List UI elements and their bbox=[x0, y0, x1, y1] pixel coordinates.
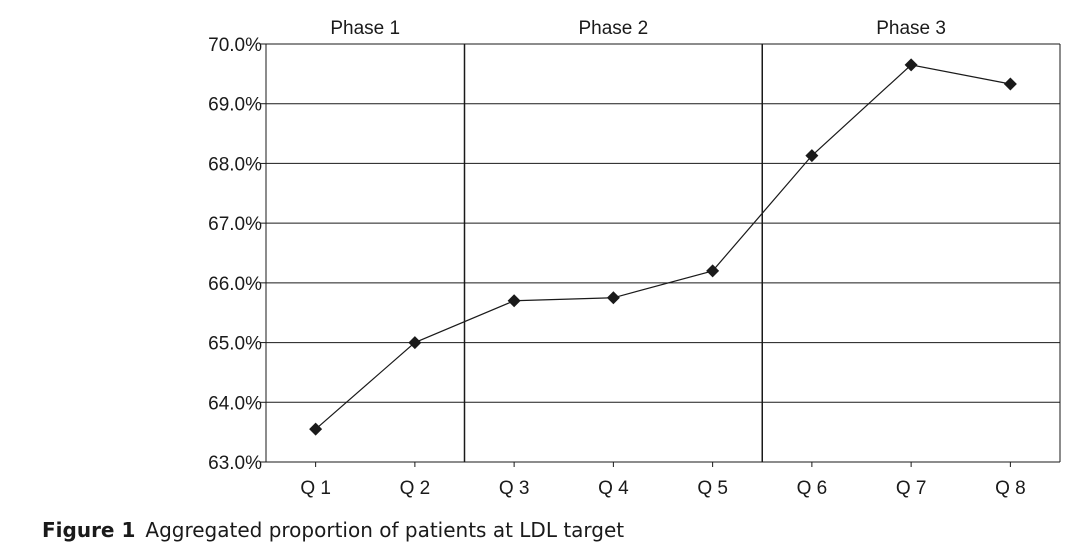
data-point-marker bbox=[606, 291, 620, 305]
x-tick-label: Q 7 bbox=[896, 478, 927, 499]
y-tick-label: 64.0% bbox=[208, 393, 262, 414]
x-tick-label: Q 4 bbox=[598, 478, 629, 499]
y-tick-label: 68.0% bbox=[208, 154, 262, 175]
data-point-marker bbox=[507, 294, 521, 308]
data-point-marker bbox=[309, 422, 323, 436]
figure-label: Figure 1 bbox=[42, 518, 136, 542]
x-tick-label: Q 1 bbox=[300, 478, 331, 499]
x-tick-label: Q 8 bbox=[995, 478, 1026, 499]
line-chart: Phase 1 Phase 2 Phase 3 63.0% 64.0% 65.0% 66.… bbox=[208, 18, 1061, 499]
data-point-marker bbox=[408, 336, 422, 350]
data-point-marker bbox=[904, 58, 918, 72]
data-point-marker bbox=[805, 149, 819, 163]
phase-label: Phase 3 bbox=[876, 18, 946, 39]
phase-dividers: Phase 1 Phase 2 Phase 3 bbox=[330, 18, 946, 462]
x-axis-labels: Q 1 Q 2 Q 3 Q 4 Q 5 Q 6 Q 7 Q 8 bbox=[300, 462, 1026, 499]
gridlines bbox=[266, 43, 1060, 463]
y-tick-label: 65.0% bbox=[208, 334, 262, 355]
y-tick-label: 70.0% bbox=[208, 35, 262, 56]
x-tick-label: Q 5 bbox=[697, 478, 728, 499]
x-tick-label: Q 2 bbox=[400, 478, 431, 499]
y-tick-label: 63.0% bbox=[208, 453, 262, 474]
y-tick-label: 69.0% bbox=[208, 95, 262, 116]
series-polyline bbox=[315, 64, 1011, 430]
series-line bbox=[315, 64, 1011, 430]
y-axis: 63.0% 64.0% 65.0% 66.0% 67.0% 68.0% 69.0% 70.0% bbox=[208, 35, 1061, 474]
figure-caption: Figure 1 Aggregated proportion of patient… bbox=[42, 518, 624, 542]
x-tick-label: Q 3 bbox=[499, 478, 530, 499]
phase-label: Phase 2 bbox=[579, 18, 649, 39]
figure-caption-text: Aggregated proportion of patients at LDL… bbox=[145, 518, 625, 542]
y-tick-label: 66.0% bbox=[208, 274, 262, 295]
y-tick-label: 67.0% bbox=[208, 214, 262, 235]
data-point-marker bbox=[1003, 77, 1017, 91]
phase-label: Phase 1 bbox=[330, 18, 400, 39]
data-point-marker bbox=[706, 264, 720, 278]
x-tick-label: Q 6 bbox=[797, 478, 828, 499]
series-markers bbox=[309, 58, 1017, 436]
